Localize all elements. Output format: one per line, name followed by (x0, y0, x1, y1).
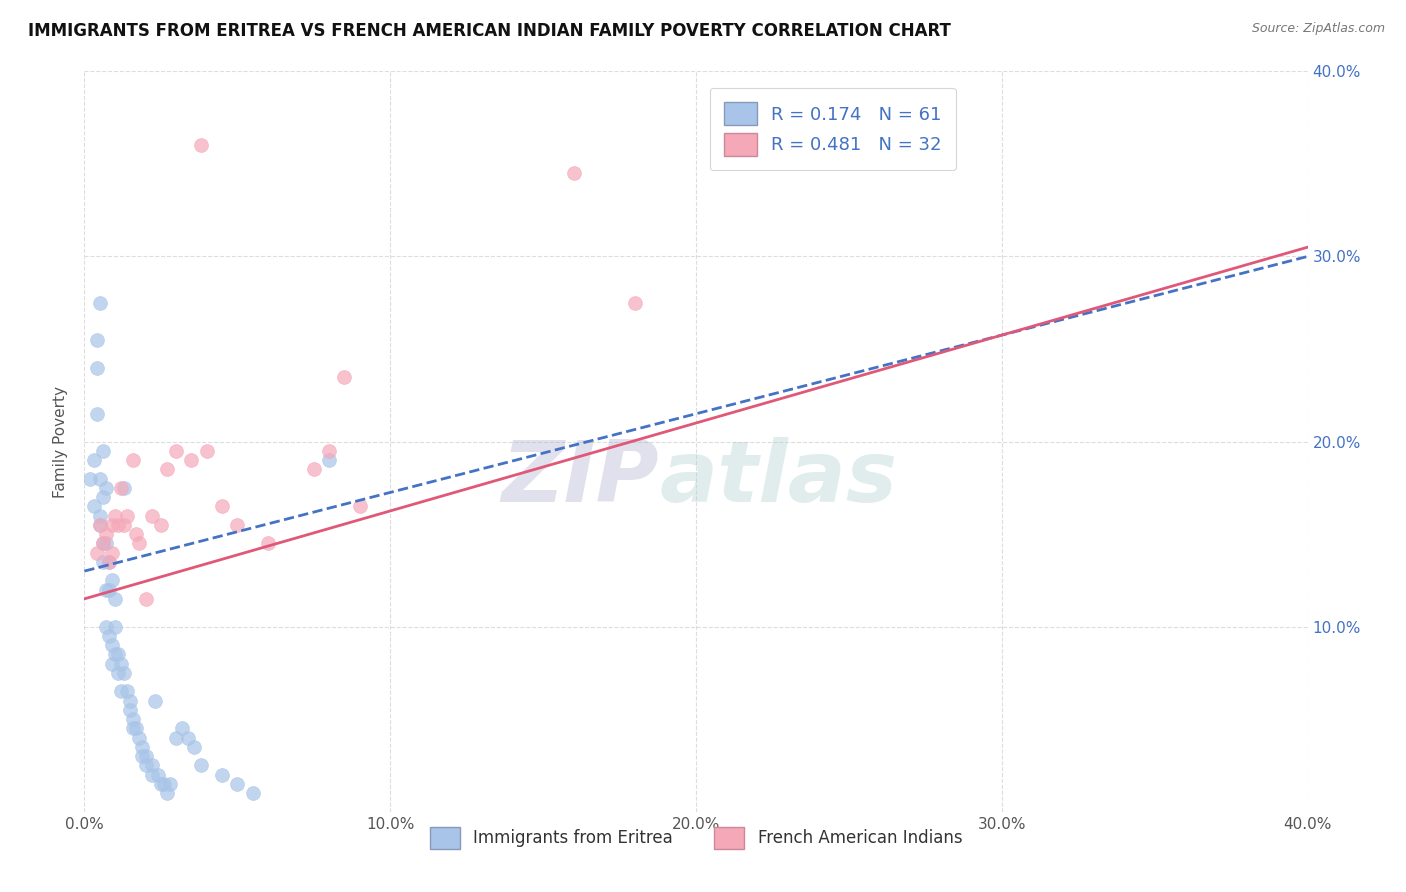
Point (91, 536, 114, 550)
Point (110, 657, 132, 671)
Point (302, 462, 325, 476)
Point (190, 138, 212, 153)
Point (91, 555, 114, 569)
Point (183, 739, 205, 754)
Point (180, 453, 202, 467)
Point (143, 694, 166, 708)
Point (226, 777, 249, 791)
Point (624, 295, 647, 310)
Point (101, 574, 124, 588)
Point (104, 619, 127, 633)
Point (156, 462, 179, 476)
Point (110, 481, 132, 495)
Text: Source: ZipAtlas.com: Source: ZipAtlas.com (1251, 22, 1385, 36)
Point (112, 517, 135, 532)
Point (83, 453, 105, 467)
Point (122, 722, 145, 736)
Point (101, 517, 124, 532)
Point (177, 731, 200, 745)
Point (165, 731, 187, 745)
Point (101, 657, 124, 671)
Point (104, 648, 127, 662)
Point (349, 500, 371, 514)
Point (104, 591, 127, 606)
Y-axis label: Family Poverty: Family Poverty (53, 385, 69, 498)
Point (86, 333, 108, 347)
Point (146, 767, 169, 781)
Point (104, 508, 127, 523)
Point (131, 739, 153, 754)
Point (149, 517, 172, 532)
Point (131, 749, 153, 764)
Point (91, 490, 114, 504)
Point (89, 472, 111, 486)
Point (159, 777, 181, 791)
Point (135, 749, 157, 764)
Point (83, 500, 105, 514)
Point (135, 758, 157, 772)
Point (122, 712, 145, 726)
Point (89, 517, 111, 532)
Text: IMMIGRANTS FROM ERITREA VS FRENCH AMERICAN INDIAN FAMILY POVERTY CORRELATION CHA: IMMIGRANTS FROM ERITREA VS FRENCH AMERIC… (28, 22, 950, 40)
Text: atlas: atlas (659, 437, 897, 520)
Point (153, 777, 176, 791)
Point (141, 508, 163, 523)
Point (125, 722, 148, 736)
Point (149, 777, 172, 791)
Point (562, 166, 585, 180)
Point (257, 536, 280, 550)
Point (97, 555, 120, 569)
Point (115, 508, 138, 523)
Point (128, 536, 150, 550)
Point (122, 453, 145, 467)
Point (97, 629, 120, 643)
Point (89, 508, 111, 523)
Point (190, 758, 212, 772)
Point (333, 369, 356, 384)
Point (94, 619, 117, 633)
Legend: Immigrants from Eritrea, French American Indians: Immigrants from Eritrea, French American… (423, 821, 969, 855)
Point (101, 545, 124, 560)
Point (86, 407, 108, 421)
Point (195, 443, 218, 458)
Point (91, 443, 114, 458)
Point (86, 545, 108, 560)
Point (141, 767, 163, 781)
Point (94, 527, 117, 541)
Point (101, 638, 124, 652)
Point (112, 665, 135, 680)
Point (211, 500, 233, 514)
Point (120, 703, 142, 717)
Point (94, 536, 117, 550)
Point (97, 555, 120, 569)
Point (242, 786, 264, 800)
Point (128, 731, 150, 745)
Point (97, 582, 120, 597)
Point (141, 758, 163, 772)
Point (107, 648, 129, 662)
Point (91, 536, 114, 550)
Point (89, 517, 111, 532)
Point (125, 527, 148, 541)
Point (318, 453, 340, 467)
Point (226, 517, 249, 532)
Point (86, 360, 108, 375)
Text: ZIP: ZIP (502, 437, 659, 520)
Point (107, 517, 129, 532)
Point (120, 694, 142, 708)
Point (107, 665, 129, 680)
Point (165, 443, 187, 458)
Point (135, 591, 157, 606)
Point (156, 786, 179, 800)
Point (115, 684, 138, 698)
Point (112, 481, 135, 495)
Point (172, 722, 194, 736)
Point (94, 481, 117, 495)
Point (79, 472, 101, 486)
Point (94, 582, 117, 597)
Point (110, 684, 132, 698)
Point (318, 443, 340, 458)
Point (89, 295, 111, 310)
Point (211, 767, 233, 781)
